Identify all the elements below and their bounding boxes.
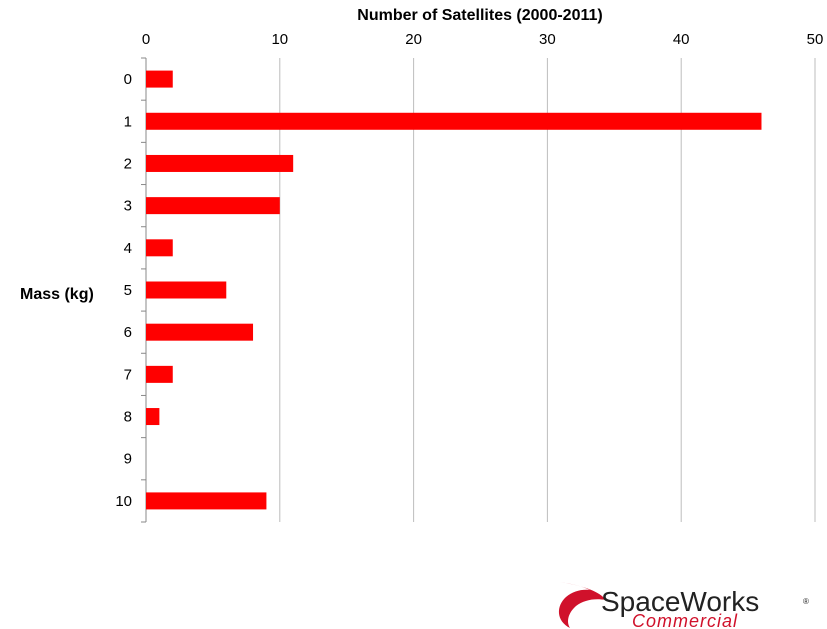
bar-10: [146, 492, 267, 510]
x-tick-labels: 0 10 20 30 40 50: [142, 31, 824, 48]
y-tick-label: 4: [124, 240, 132, 257]
x-tick-label: 30: [539, 31, 556, 48]
y-tick-label: 1: [124, 113, 132, 130]
bar-5: [146, 281, 227, 299]
y-tick-labels: 0 1 2 3 4 5 6 7 8 9 10: [115, 71, 132, 510]
y-tick-label: 3: [124, 198, 132, 215]
x-tick-label: 50: [807, 31, 824, 48]
bar-1: [146, 112, 762, 130]
y-tick-label: 9: [124, 451, 132, 468]
spaceworks-logo: SpaceWorks ® Commercial: [558, 582, 809, 629]
bar-7: [146, 365, 173, 383]
x-tick-label: 10: [271, 31, 288, 48]
bar-8: [146, 408, 160, 426]
y-tick-label: 0: [124, 71, 132, 88]
y-tick-label: 6: [124, 324, 132, 341]
y-tick-label: 5: [124, 282, 132, 299]
x-tick-label: 20: [405, 31, 422, 48]
y-tick-marks: [141, 57, 146, 523]
y-tick-label: 10: [115, 493, 132, 510]
bars: [146, 70, 762, 510]
logo-subtitle: Commercial: [632, 611, 738, 629]
bar-6: [146, 323, 254, 341]
x-tick-label: 40: [673, 31, 690, 48]
spaceworks-swoosh-icon: [558, 582, 606, 628]
x-tick-label: 0: [142, 31, 150, 48]
y-tick-label: 8: [124, 409, 132, 426]
bar-4: [146, 239, 173, 257]
y-axis-label: Mass (kg): [20, 286, 94, 303]
y-tick-label: 2: [124, 155, 132, 172]
logo-registered-mark: ®: [803, 597, 809, 606]
logo-name: SpaceWorks: [601, 586, 759, 617]
y-tick-label: 7: [124, 366, 132, 383]
bar-3: [146, 197, 280, 215]
bar-0: [146, 70, 173, 88]
bar-2: [146, 154, 294, 172]
chart-title: Number of Satellites (2000-2011): [357, 7, 602, 24]
